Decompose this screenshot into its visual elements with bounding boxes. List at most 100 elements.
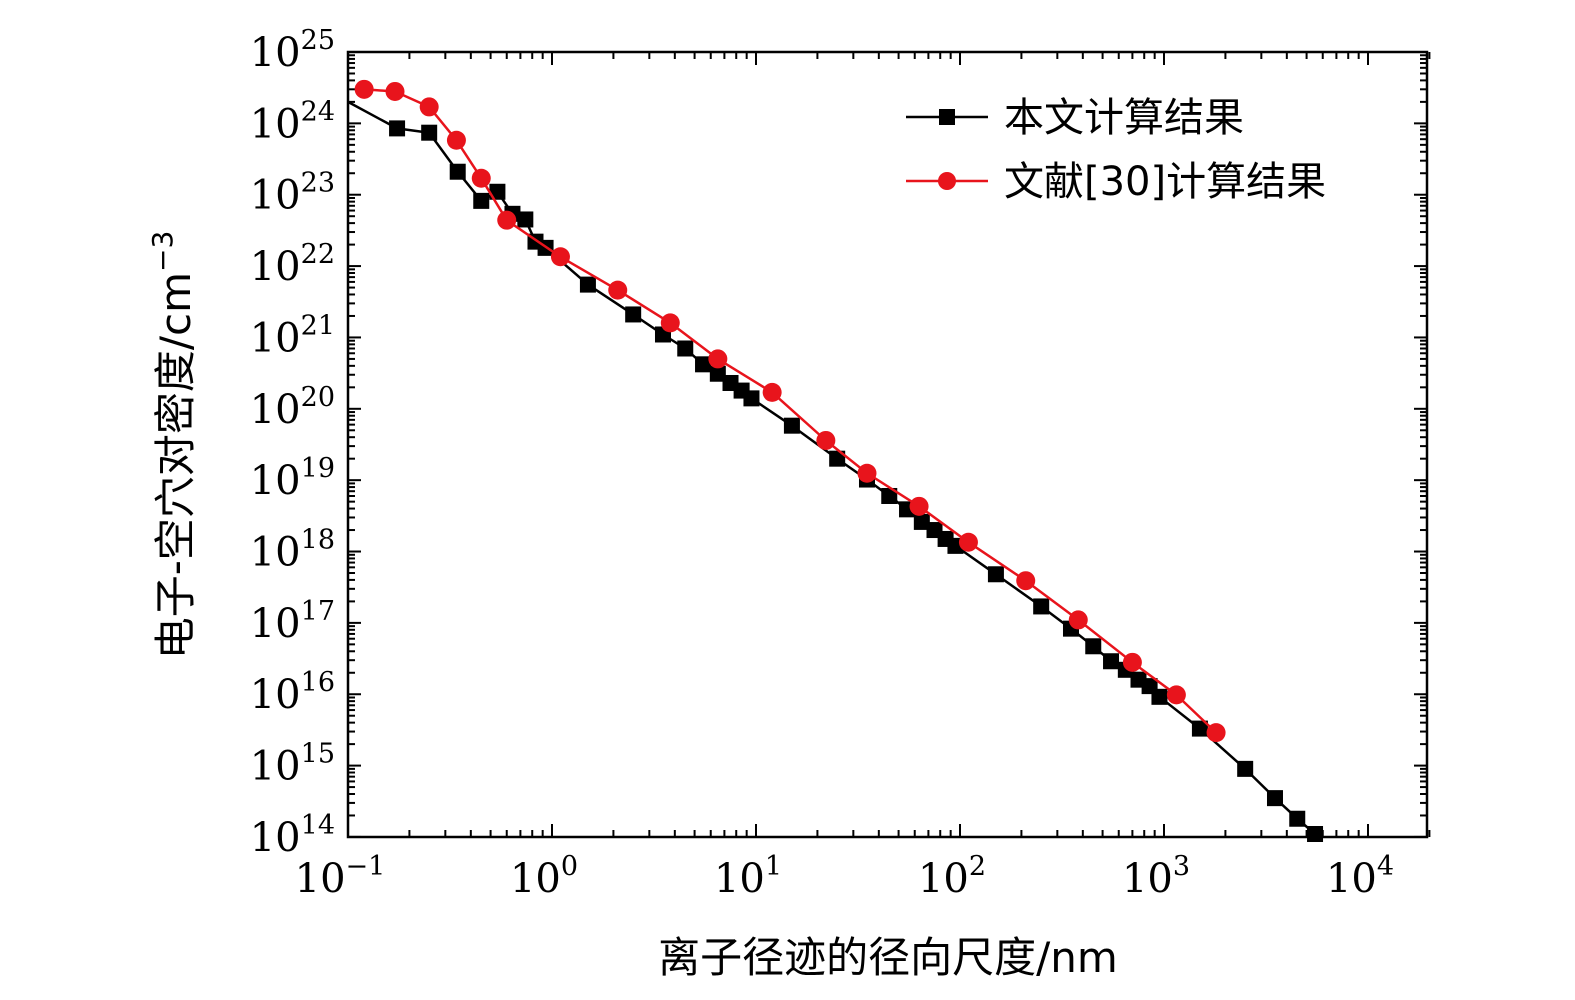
data-point-square: [1103, 653, 1120, 670]
y-tick-label: 1024: [250, 96, 335, 147]
data-point-circle: [1166, 685, 1186, 705]
data-point-square: [1289, 810, 1306, 827]
data-point-square: [677, 340, 694, 357]
x-tick-label: 103: [1122, 851, 1190, 902]
x-tick-label: 104: [1326, 851, 1394, 902]
x-tick-exp: 1: [765, 851, 782, 882]
data-point-circle: [958, 532, 978, 552]
legend-label-1: 文献[30]计算结果: [1004, 159, 1326, 205]
y-tick-label: 1017: [250, 596, 335, 647]
y-tick-exp: 15: [301, 739, 335, 770]
data-point-circle: [1122, 652, 1142, 672]
data-point-square: [1151, 688, 1168, 705]
y-tick-base: 10: [250, 387, 301, 433]
data-point-square: [695, 356, 712, 373]
plot-frame: [346, 50, 1429, 839]
y-tick-base: 10: [250, 315, 301, 361]
y-axis-title: 电子-空穴对密度/cm−3: [146, 231, 200, 660]
legend-marker-0: [939, 109, 955, 125]
x-tick-exp: 2: [969, 851, 986, 882]
y-tick-label: 1014: [250, 810, 335, 861]
x-tick-exp: −1: [346, 851, 386, 882]
data-point-circle: [1206, 723, 1226, 743]
data-point-circle: [608, 280, 628, 300]
data-point-square: [1307, 826, 1324, 843]
data-point-circle: [385, 81, 405, 101]
data-point-circle: [857, 463, 877, 483]
y-tick-label: 1015: [250, 739, 335, 790]
data-point-square: [709, 365, 726, 382]
y-tick-exp: 22: [301, 239, 335, 270]
y-tick-base: 10: [250, 815, 301, 861]
data-point-circle: [550, 247, 570, 267]
x-tick-label: 100: [510, 851, 578, 902]
data-point-square: [449, 163, 466, 180]
data-point-square: [489, 183, 506, 200]
data-point-square: [829, 450, 846, 467]
y-tick-exp: 17: [301, 596, 335, 627]
y-tick-label: 1019: [250, 453, 335, 504]
x-tick-base: 10: [295, 856, 346, 902]
data-point-circle: [1016, 571, 1036, 591]
y-tick-label: 1020: [250, 382, 335, 433]
data-point-circle: [909, 496, 929, 516]
y-tick-label: 1022: [250, 239, 335, 290]
data-point-square: [783, 417, 800, 434]
x-axis-title: 离子径迹的径向尺度/nm: [658, 933, 1118, 982]
y-tick-base: 10: [250, 173, 301, 219]
data-point-circle: [1068, 610, 1088, 630]
x-tick-base: 10: [918, 856, 969, 902]
legend-label-0: 本文计算结果: [1004, 95, 1244, 141]
y-tick-exp: 16: [301, 667, 335, 698]
data-point-square: [389, 120, 406, 137]
data-point-circle: [660, 313, 680, 333]
y-tick-base: 10: [250, 30, 301, 76]
data-point-square: [473, 192, 490, 209]
y-tick-exp: 20: [301, 382, 335, 413]
y-tick-exp: 14: [301, 810, 335, 841]
y-tick-base: 10: [250, 101, 301, 147]
data-point-square: [517, 211, 534, 228]
data-point-square: [1266, 790, 1283, 807]
y-axis-title-main: 电子-空穴对密度/cm: [151, 272, 200, 659]
data-point-square: [421, 124, 438, 141]
x-tick-exp: 0: [561, 851, 578, 882]
data-point-square: [579, 276, 596, 293]
x-tick-label: 101: [714, 851, 782, 902]
y-tick-label: 1021: [250, 310, 335, 361]
y-tick-exp: 25: [301, 25, 335, 56]
y-tick-base: 10: [250, 530, 301, 576]
legend-marker-1: [938, 172, 956, 190]
y-tick-exp: 19: [301, 453, 335, 484]
y-tick-base: 10: [250, 244, 301, 290]
legend-entry-0: 本文计算结果: [906, 95, 1244, 141]
data-point-circle: [708, 349, 728, 369]
y-tick-label: 1023: [250, 168, 335, 219]
y-tick-base: 10: [250, 601, 301, 647]
data-point-square: [987, 566, 1004, 583]
x-tick-exp: 3: [1173, 851, 1190, 882]
data-point-square: [625, 306, 642, 323]
y-tick-exp: 24: [301, 96, 335, 127]
data-point-circle: [762, 382, 782, 402]
legend: 本文计算结果 文献[30]计算结果: [906, 95, 1326, 205]
data-point-square: [743, 390, 760, 407]
legend-entry-1: 文献[30]计算结果: [906, 159, 1326, 205]
y-tick-base: 10: [250, 458, 301, 504]
data-point-circle: [419, 97, 439, 117]
series-line-0: [347, 100, 1316, 835]
x-tick-base: 10: [1122, 856, 1173, 902]
x-tick-base: 10: [714, 856, 765, 902]
y-tick-exp: 18: [301, 525, 335, 556]
y-tick-label: 1016: [250, 667, 335, 718]
x-tick-base: 10: [510, 856, 561, 902]
data-point-circle: [497, 210, 517, 230]
data-point-square: [1191, 720, 1208, 737]
y-tick-exp: 23: [301, 168, 335, 199]
y-tick-label: 1018: [250, 525, 335, 576]
data-point-square: [913, 513, 930, 530]
data-point-circle: [354, 79, 374, 99]
data-point-square: [1085, 638, 1102, 655]
x-tick-base: 10: [1326, 856, 1377, 902]
